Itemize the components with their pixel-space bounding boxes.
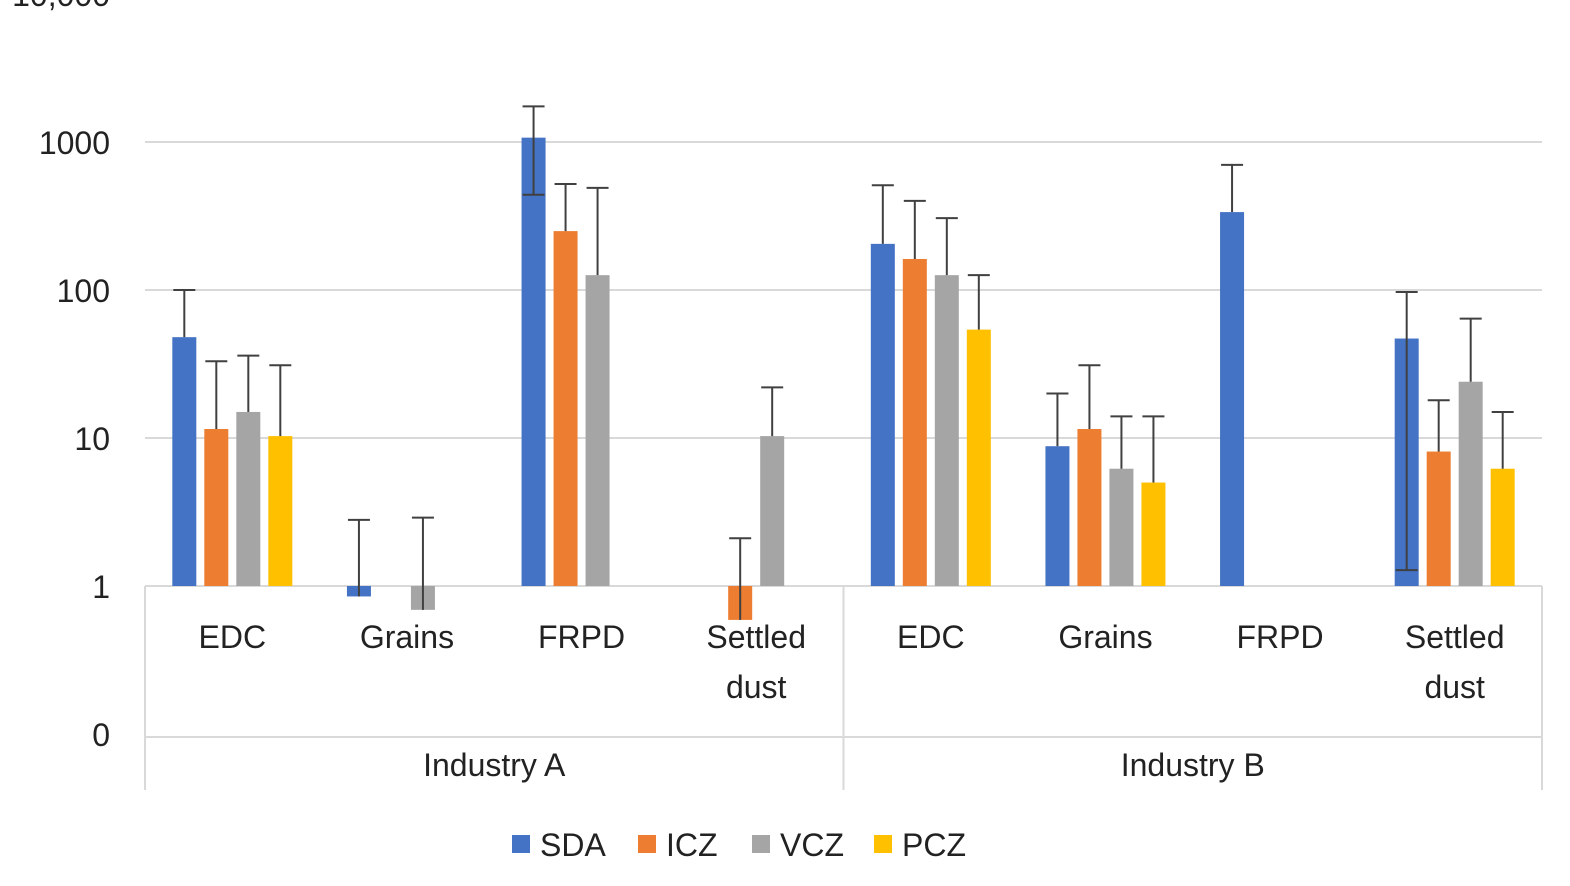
bar-vcz bbox=[760, 436, 785, 586]
bar-icz bbox=[553, 231, 578, 587]
category-label: Grains bbox=[360, 619, 454, 655]
legend-swatch-pcz bbox=[874, 835, 892, 853]
category-label: FRPD bbox=[538, 619, 625, 655]
bar-sda bbox=[870, 243, 895, 587]
y-tick-label: 10,000 bbox=[12, 0, 110, 13]
bar-vcz bbox=[1458, 381, 1483, 586]
bar-pcz bbox=[1141, 482, 1166, 586]
bar-sda bbox=[1045, 446, 1070, 586]
legend-label: SDA bbox=[540, 827, 606, 863]
legend-label: VCZ bbox=[780, 827, 844, 863]
bar-sda bbox=[172, 337, 197, 586]
category-label: FRPD bbox=[1237, 619, 1324, 655]
bar-icz bbox=[902, 258, 927, 586]
bar-pcz bbox=[268, 436, 293, 586]
bar-vcz bbox=[236, 411, 261, 586]
category-label: EDC bbox=[199, 619, 267, 655]
category-label: Settled dust bbox=[1405, 619, 1505, 705]
category-label: Grains bbox=[1058, 619, 1152, 655]
bar-sda bbox=[521, 137, 546, 587]
y-tick-label: 10 bbox=[74, 421, 110, 457]
group-label: Industry A bbox=[423, 747, 566, 783]
legend-label: ICZ bbox=[666, 827, 718, 863]
legend-label: PCZ bbox=[902, 827, 966, 863]
y-tick-label: 1000 bbox=[39, 125, 110, 161]
category-label: Settled dust bbox=[706, 619, 806, 705]
y-tick-label: 1 bbox=[92, 569, 110, 605]
category-label: EDC bbox=[897, 619, 965, 655]
bar-sda bbox=[1220, 212, 1245, 586]
bar-vcz bbox=[585, 275, 610, 586]
bar-icz bbox=[204, 429, 229, 586]
bar-vcz bbox=[934, 275, 959, 586]
bar-pcz bbox=[966, 329, 991, 586]
legend-swatch-vcz bbox=[752, 835, 770, 853]
y-tick-label: 100 bbox=[57, 273, 110, 309]
legend-swatch-icz bbox=[638, 835, 656, 853]
bar-icz bbox=[1426, 451, 1451, 586]
y-tick-label: 0 bbox=[92, 717, 110, 753]
bar-pcz bbox=[1490, 468, 1515, 586]
legend-swatch-sda bbox=[512, 835, 530, 853]
bar-vcz bbox=[1109, 468, 1134, 586]
group-label: Industry B bbox=[1121, 747, 1265, 783]
bar-icz bbox=[1077, 429, 1102, 586]
